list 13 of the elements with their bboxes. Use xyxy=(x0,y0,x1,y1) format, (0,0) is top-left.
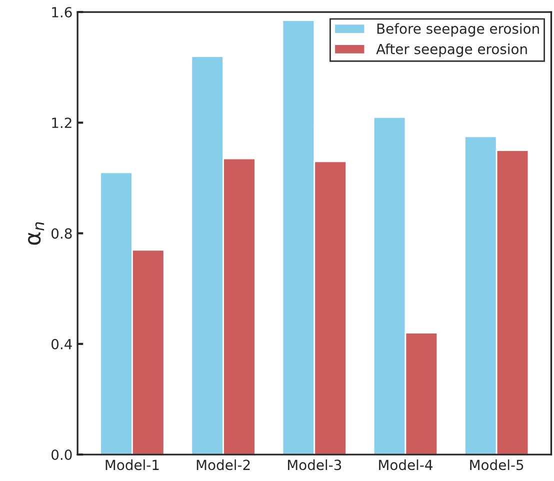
legend-label: After seepage erosion xyxy=(376,44,527,57)
y-tick-label: 0.4 xyxy=(52,338,72,350)
legend-label: Before seepage erosion xyxy=(377,23,539,37)
y-axis-title: α$_{n}$ xyxy=(28,222,44,245)
y-tick-label: 1.6 xyxy=(52,6,72,18)
x-tick-label: Model-2 xyxy=(196,459,250,470)
y-tick-label: 0.0 xyxy=(52,450,72,460)
y-tick-label: 0.8 xyxy=(52,228,72,239)
x-tick-label: Model-3 xyxy=(288,459,342,470)
y-tick-label: 1.2 xyxy=(52,118,72,128)
x-tick-label: Model-4 xyxy=(379,459,432,470)
x-tick-label: Model-5 xyxy=(470,459,524,470)
x-tick-label: Model-1 xyxy=(106,459,159,470)
